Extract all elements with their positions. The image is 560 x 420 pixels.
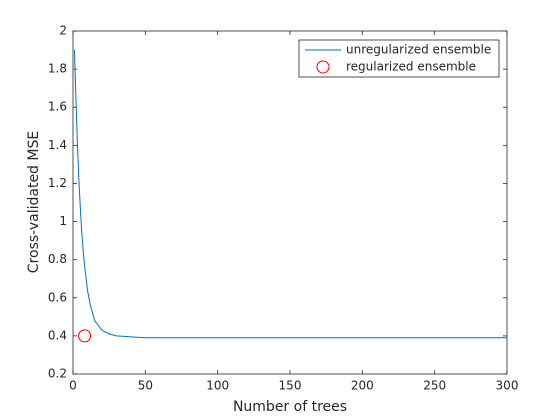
y-tick-label: 1.4: [48, 138, 67, 152]
legend-box: [298, 39, 500, 78]
y-tick-label: 1: [59, 214, 67, 228]
x-tick-label: 100: [206, 379, 229, 393]
y-tick-label: 1.8: [48, 62, 67, 76]
line-series: [73, 50, 507, 339]
y-tick-label: 0.2: [48, 367, 67, 381]
x-tick-label: 150: [279, 379, 302, 393]
y-axis-label: Cross-validated MSE: [26, 131, 42, 273]
x-tick-label: 200: [351, 379, 374, 393]
y-tick-label: 0.8: [48, 252, 67, 266]
x-tick-label: 50: [138, 379, 153, 393]
y-tick-label: 0.6: [48, 290, 67, 304]
legend-label: unregularized ensemble: [346, 43, 491, 57]
x-tick-label: 0: [69, 379, 77, 393]
plot-area: [72, 30, 508, 375]
marker: [78, 329, 92, 343]
x-tick-label: 250: [423, 379, 446, 393]
y-tick-label: 0.4: [48, 328, 67, 342]
x-tick-label: 300: [496, 379, 519, 393]
y-tick-label: 2: [59, 24, 67, 38]
y-tick-label: 1.2: [48, 176, 67, 190]
y-tick-label: 1.6: [48, 100, 67, 114]
x-axis-label: Number of trees: [233, 399, 347, 415]
legend-swatch: [316, 60, 330, 74]
legend-label: regularized ensemble: [346, 60, 476, 74]
